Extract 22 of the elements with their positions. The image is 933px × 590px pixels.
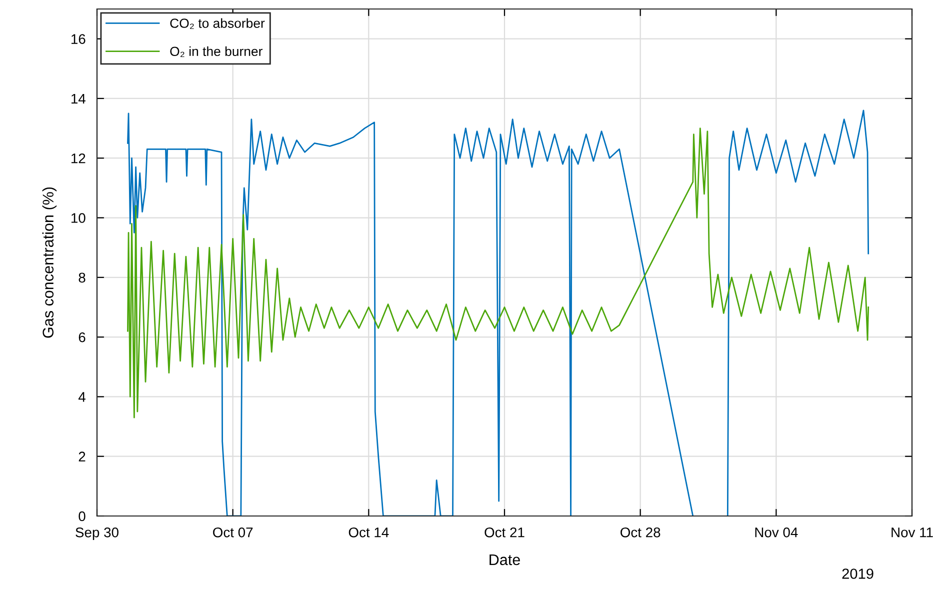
y-tick-label: 10 xyxy=(72,213,86,223)
x-tick-label: Oct 14 xyxy=(348,527,389,538)
y-axis-title: Gas concentration (%) xyxy=(42,187,57,338)
line-series xyxy=(127,128,870,418)
y-tick-label: 16 xyxy=(72,34,86,44)
x-tick-label: Oct 28 xyxy=(620,527,660,538)
y-tick-label: 6 xyxy=(78,332,86,342)
y-tick-label: 12 xyxy=(72,153,86,164)
y-tick-label: 8 xyxy=(78,272,86,283)
y-tick-label: 2 xyxy=(78,452,86,462)
x-tick-label: Oct 21 xyxy=(484,527,524,538)
x-tick-label: Nov 04 xyxy=(755,527,798,538)
y-tick-label: 4 xyxy=(78,392,86,402)
legend-label: CO₂ to absorber xyxy=(170,18,265,29)
text: 2019 xyxy=(842,568,874,579)
legend-label: O₂ in the burner xyxy=(170,46,262,58)
y-tick-label: 0 xyxy=(78,511,86,522)
y-tick-label: 14 xyxy=(72,94,86,104)
x-tick-label: Nov 11 xyxy=(892,528,933,538)
x-tick-label: Oct 07 xyxy=(213,527,253,538)
x-axis-title: Date xyxy=(490,554,520,566)
x-tick-label: Sep 30 xyxy=(76,527,118,540)
